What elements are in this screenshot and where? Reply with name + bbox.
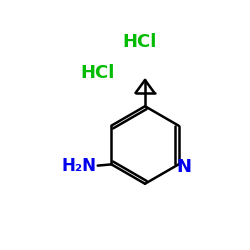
Text: N: N [176,158,192,176]
Text: HCl: HCl [123,34,157,52]
Text: H₂N: H₂N [62,156,96,174]
Text: HCl: HCl [80,64,115,82]
